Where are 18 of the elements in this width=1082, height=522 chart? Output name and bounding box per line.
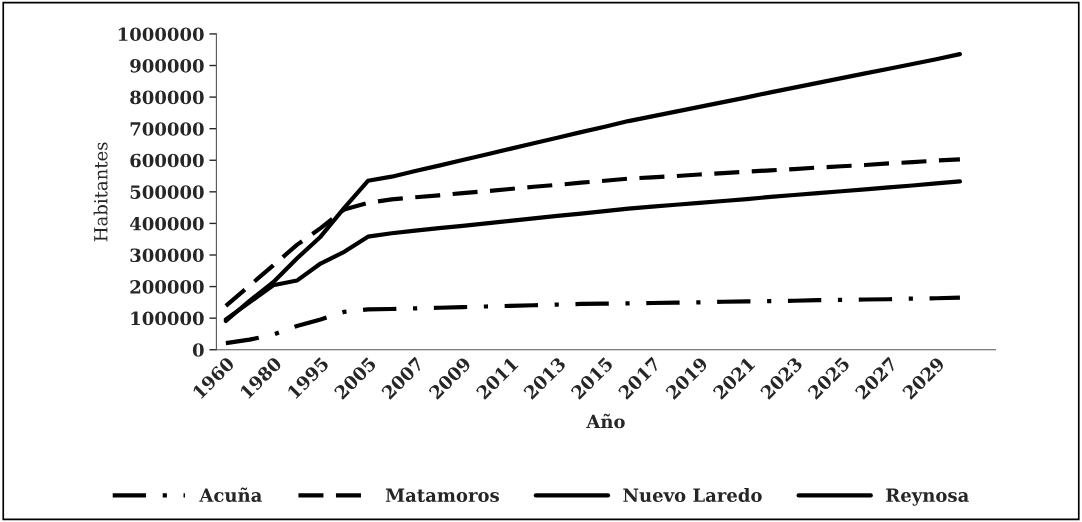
y-tick-label: 900000 xyxy=(130,58,204,73)
y-tick-label: 800000 xyxy=(130,90,204,105)
line-series xyxy=(223,295,963,346)
y-tick-label: 1000000 xyxy=(118,27,204,42)
y-tick-label: 700000 xyxy=(130,122,204,136)
y-tick-label: 200000 xyxy=(130,280,204,294)
y-tick-label: 0 xyxy=(192,343,204,357)
legend-label: Nuevo Laredo xyxy=(623,488,762,502)
legend-label: Matamoros xyxy=(385,488,499,502)
y-tick-label: 300000 xyxy=(130,248,204,263)
y-axis-title: Habitantes xyxy=(93,142,108,242)
x-axis-title: Año xyxy=(586,413,625,429)
y-tick-label: 100000 xyxy=(131,311,204,326)
legend-label: Reynosa xyxy=(886,488,969,506)
y-tick-label: 400000 xyxy=(129,216,204,231)
legend-label: Acuña xyxy=(199,487,262,502)
y-tick-label: 500000 xyxy=(130,185,204,199)
y-tick-label: 600000 xyxy=(130,153,204,168)
